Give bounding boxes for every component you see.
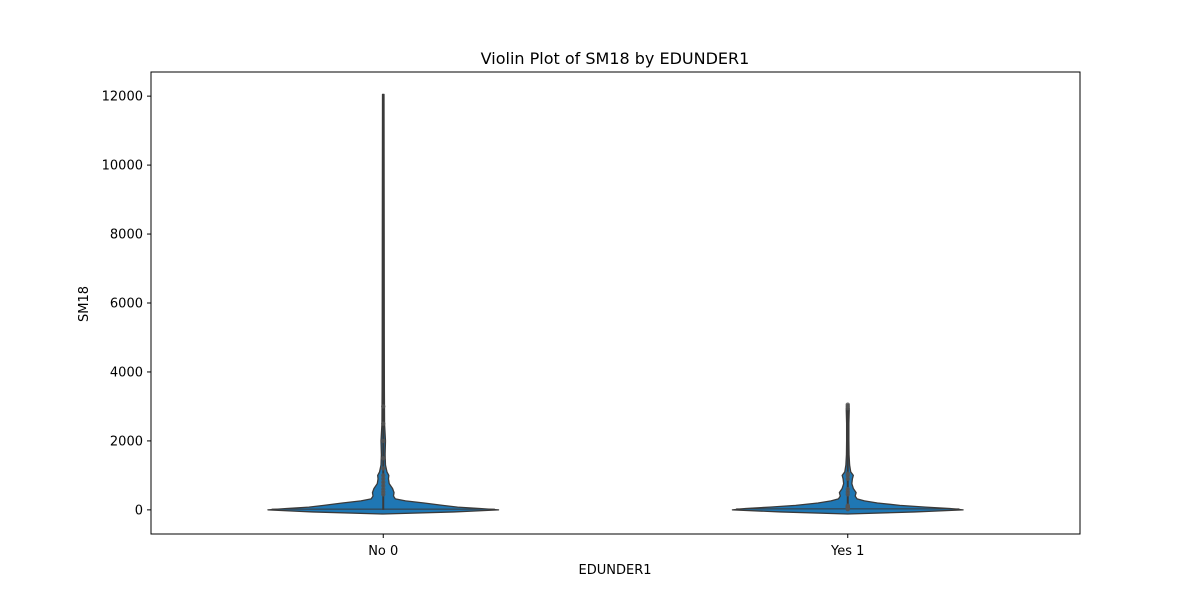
- y-axis-label: SM18: [77, 286, 92, 322]
- x-tick-label: No 0: [368, 544, 398, 559]
- data-point: [381, 473, 386, 478]
- data-point: [845, 503, 850, 508]
- x-axis-label: EDUNDER1: [579, 563, 652, 578]
- data-point: [845, 471, 850, 476]
- data-point: [381, 476, 386, 482]
- y-tick-label: 8000: [110, 228, 143, 243]
- violin-2: [731, 402, 964, 515]
- data-point: [381, 404, 386, 409]
- y-tick-label: 4000: [110, 365, 143, 380]
- data-point: [845, 476, 850, 482]
- data-point: [381, 486, 386, 492]
- data-point: [845, 486, 850, 492]
- data-point: [845, 402, 850, 407]
- data-point: [381, 455, 386, 461]
- chart-title: Violin Plot of SM18 by EDUNDER1: [481, 49, 750, 68]
- data-point: [381, 466, 386, 471]
- y-tick-label: 12000: [102, 90, 143, 105]
- axes: 0 2000 4000 6000 8000 10000 12000 No 0 Yes 1: [102, 71, 1081, 559]
- data-point: [381, 483, 386, 488]
- data-point: [381, 438, 386, 444]
- y-tick-label: 0: [135, 503, 143, 518]
- y-tick-label: 2000: [110, 434, 143, 449]
- data-point: [381, 421, 386, 426]
- violins: [267, 93, 964, 515]
- data-point: [381, 480, 386, 485]
- y-tick-label: 6000: [110, 297, 143, 312]
- x-tick-label: Yes 1: [830, 544, 864, 559]
- violin-1: [267, 93, 500, 515]
- y-tick-label: 10000: [102, 159, 143, 174]
